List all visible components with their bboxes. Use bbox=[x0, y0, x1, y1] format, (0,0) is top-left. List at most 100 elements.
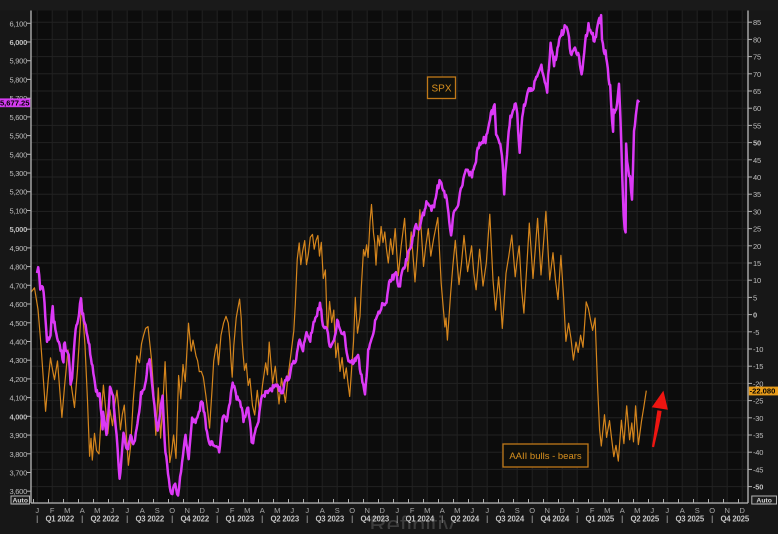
svg-text:-5: -5 bbox=[753, 328, 759, 337]
svg-text:Q1 2023: Q1 2023 bbox=[225, 515, 254, 524]
svg-text:4,600: 4,600 bbox=[9, 300, 27, 309]
svg-text:F: F bbox=[410, 506, 415, 515]
svg-text:M: M bbox=[244, 506, 250, 515]
svg-text:Q3 2023: Q3 2023 bbox=[315, 515, 344, 524]
svg-text:20: 20 bbox=[753, 242, 761, 251]
svg-text:S: S bbox=[515, 506, 520, 515]
svg-text:Q4 2024: Q4 2024 bbox=[540, 515, 569, 524]
svg-text:-45: -45 bbox=[753, 465, 763, 474]
svg-text:5,600: 5,600 bbox=[9, 113, 27, 122]
svg-text:J: J bbox=[110, 506, 114, 515]
svg-text:4,400: 4,400 bbox=[9, 338, 27, 347]
svg-text:-35: -35 bbox=[753, 431, 763, 440]
svg-text:Q4 2023: Q4 2023 bbox=[360, 515, 389, 524]
svg-text:75: 75 bbox=[753, 53, 761, 62]
svg-text:J: J bbox=[470, 506, 474, 515]
svg-text:4,500: 4,500 bbox=[9, 319, 27, 328]
svg-text:M: M bbox=[604, 506, 610, 515]
svg-text:-40: -40 bbox=[753, 448, 763, 457]
svg-text:S: S bbox=[155, 506, 160, 515]
svg-text:Q4 2025: Q4 2025 bbox=[720, 515, 749, 524]
svg-text:40: 40 bbox=[753, 173, 761, 182]
svg-text:S: S bbox=[695, 506, 700, 515]
svg-text:J: J bbox=[395, 506, 399, 515]
svg-text:4,700: 4,700 bbox=[9, 281, 27, 290]
svg-text:N: N bbox=[184, 506, 189, 515]
svg-text:-50: -50 bbox=[753, 483, 763, 492]
svg-text:50: 50 bbox=[753, 139, 761, 148]
svg-text:|: | bbox=[666, 515, 668, 524]
svg-text:N: N bbox=[724, 506, 729, 515]
svg-text:D: D bbox=[199, 506, 205, 515]
svg-text:|: | bbox=[36, 515, 38, 524]
svg-text:4,800: 4,800 bbox=[9, 263, 27, 272]
svg-text:4,200: 4,200 bbox=[9, 375, 27, 384]
svg-text:4,100: 4,100 bbox=[9, 394, 27, 403]
svg-text:-30: -30 bbox=[753, 414, 763, 423]
svg-text:J: J bbox=[575, 506, 579, 515]
svg-text:|: | bbox=[81, 515, 83, 524]
svg-text:J: J bbox=[125, 506, 129, 515]
svg-text:3,900: 3,900 bbox=[9, 431, 27, 440]
svg-text:5,800: 5,800 bbox=[9, 75, 27, 84]
svg-text:|: | bbox=[171, 515, 173, 524]
svg-text:D: D bbox=[379, 506, 385, 515]
svg-text:D: D bbox=[739, 506, 745, 515]
svg-text:65: 65 bbox=[753, 87, 761, 96]
svg-text:5,900: 5,900 bbox=[9, 57, 27, 66]
svg-text:M: M bbox=[64, 506, 70, 515]
svg-text:3,600: 3,600 bbox=[9, 487, 27, 496]
svg-text:F: F bbox=[590, 506, 595, 515]
svg-text:O: O bbox=[529, 506, 535, 515]
svg-text:Q3 2022: Q3 2022 bbox=[135, 515, 164, 524]
svg-text:M: M bbox=[424, 506, 430, 515]
svg-text:F: F bbox=[230, 506, 235, 515]
svg-text:85: 85 bbox=[753, 18, 761, 27]
svg-text:70: 70 bbox=[753, 70, 761, 79]
svg-text:A: A bbox=[80, 506, 85, 515]
svg-text:M: M bbox=[634, 506, 640, 515]
svg-text:5,500: 5,500 bbox=[9, 132, 27, 141]
svg-text:O: O bbox=[709, 506, 715, 515]
svg-text:10: 10 bbox=[753, 276, 761, 285]
svg-text:SPX: SPX bbox=[431, 84, 451, 95]
svg-text:Auto: Auto bbox=[756, 498, 771, 505]
svg-text:6,000: 6,000 bbox=[9, 38, 27, 47]
svg-text:M: M bbox=[274, 506, 280, 515]
svg-text:A: A bbox=[440, 506, 445, 515]
svg-text:|: | bbox=[711, 515, 713, 524]
svg-text:Q3 2024: Q3 2024 bbox=[495, 515, 524, 524]
svg-text:AAII bulls - bears: AAII bulls - bears bbox=[509, 451, 582, 462]
svg-text:A: A bbox=[320, 506, 325, 515]
svg-text:3,700: 3,700 bbox=[9, 469, 27, 478]
svg-text:Q2 2025: Q2 2025 bbox=[630, 515, 659, 524]
svg-text:A: A bbox=[620, 506, 625, 515]
svg-text:|: | bbox=[576, 515, 578, 524]
svg-text:5,200: 5,200 bbox=[9, 188, 27, 197]
svg-text:0: 0 bbox=[753, 311, 757, 320]
svg-text:Q2 2023: Q2 2023 bbox=[270, 515, 299, 524]
svg-text:35: 35 bbox=[753, 190, 761, 199]
svg-text:|: | bbox=[441, 515, 443, 524]
svg-text:-10: -10 bbox=[753, 345, 763, 354]
svg-text:Q2 2024: Q2 2024 bbox=[450, 515, 479, 524]
svg-text:Q1 2024: Q1 2024 bbox=[405, 515, 434, 524]
svg-text:J: J bbox=[305, 506, 309, 515]
svg-text:|: | bbox=[261, 515, 263, 524]
svg-text:|: | bbox=[216, 515, 218, 524]
svg-text:6,100: 6,100 bbox=[9, 19, 27, 28]
svg-text:-22.080: -22.080 bbox=[750, 387, 776, 396]
svg-text:5,300: 5,300 bbox=[9, 169, 27, 178]
svg-text:15: 15 bbox=[753, 259, 761, 268]
svg-text:5,400: 5,400 bbox=[9, 150, 27, 159]
svg-text:|: | bbox=[621, 515, 623, 524]
svg-text:N: N bbox=[364, 506, 369, 515]
svg-text:|: | bbox=[126, 515, 128, 524]
svg-text:J: J bbox=[215, 506, 219, 515]
svg-text:Q1 2022: Q1 2022 bbox=[45, 515, 74, 524]
svg-text:45: 45 bbox=[753, 156, 761, 165]
svg-text:A: A bbox=[260, 506, 265, 515]
svg-text:Auto: Auto bbox=[13, 498, 28, 505]
svg-text:A: A bbox=[680, 506, 685, 515]
svg-text:Q4 2022: Q4 2022 bbox=[180, 515, 209, 524]
